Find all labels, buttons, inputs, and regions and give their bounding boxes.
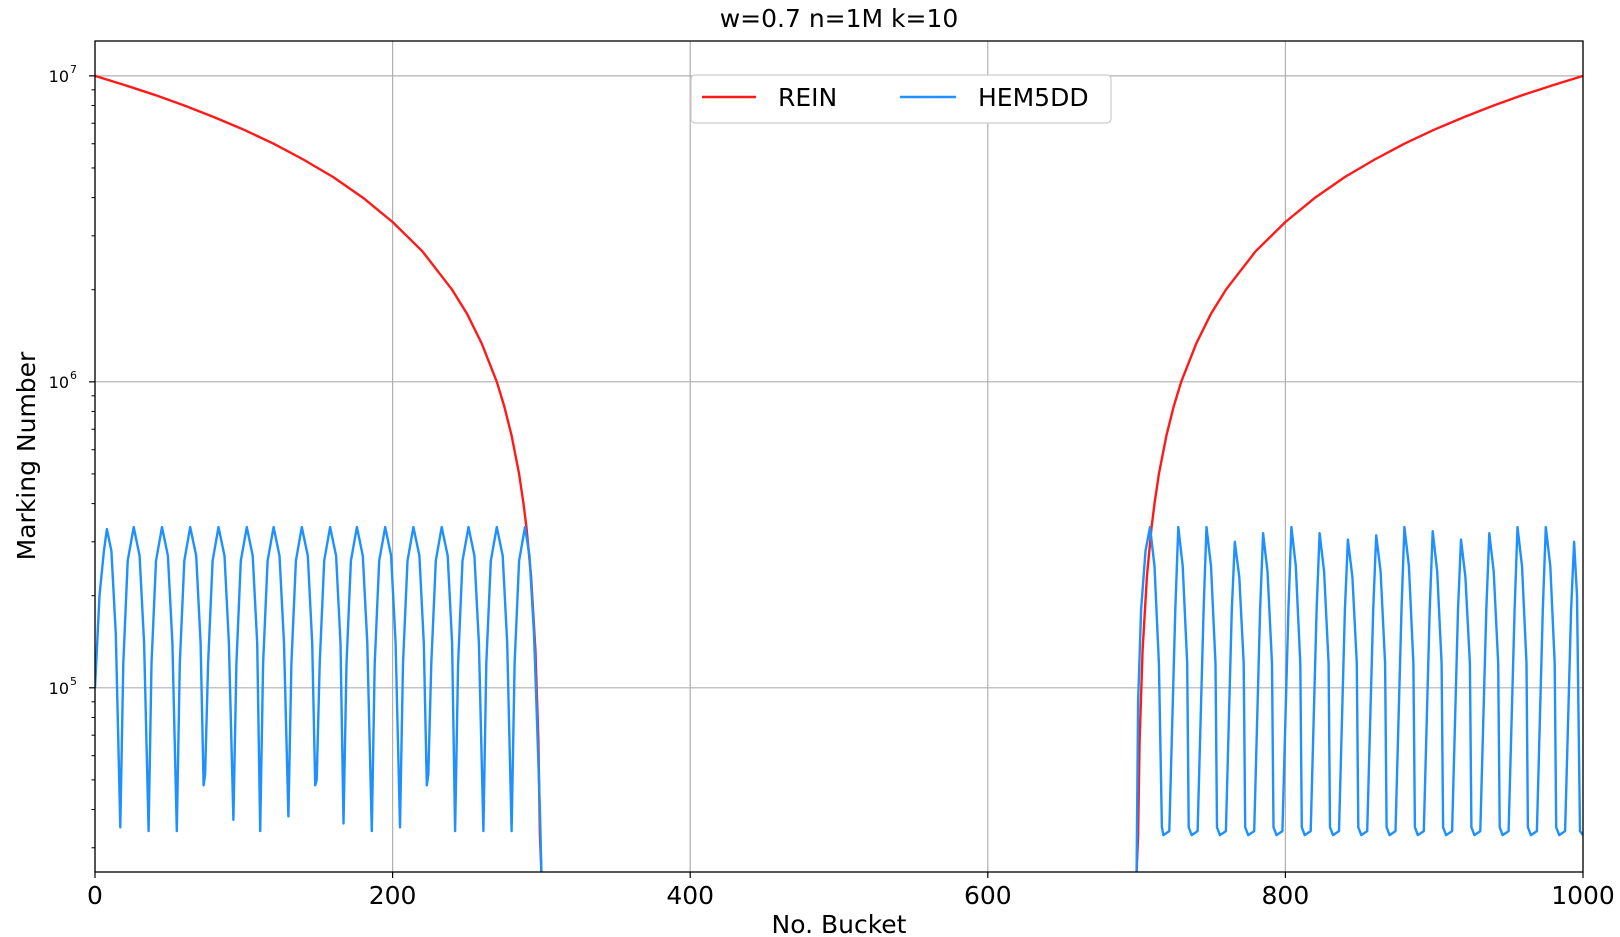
x-tick-label: 0 xyxy=(87,881,103,910)
x-tick-label: 600 xyxy=(964,881,1012,910)
series-layer xyxy=(95,74,1583,872)
y-tick-exponent: 5 xyxy=(70,675,77,688)
x-tick-label: 1000 xyxy=(1551,881,1615,910)
x-tick-label: 400 xyxy=(666,881,714,910)
x-tick-label: 200 xyxy=(369,881,417,910)
plot-frame xyxy=(94,40,1584,873)
legend-label-rein: REIN xyxy=(778,83,837,112)
y-axis-label: Marking Number xyxy=(12,351,41,560)
y-tick-label: 10 xyxy=(49,679,69,698)
y-tick-exponent: 6 xyxy=(70,369,77,382)
legend-label-hem5dd: HEM5DD xyxy=(978,83,1089,112)
y-tick-exponent: 7 xyxy=(70,63,77,76)
series-line-hem5dd xyxy=(95,525,543,872)
series-line-hem5dd xyxy=(1135,525,1583,872)
y-tick-label: 10 xyxy=(49,373,69,392)
legend-box xyxy=(690,74,1112,124)
series-line-rein xyxy=(1135,74,1583,872)
y-tick-label: 10 xyxy=(49,67,69,86)
x-tick-label: 800 xyxy=(1262,881,1310,910)
legend: REIN HEM5DD xyxy=(690,74,1112,124)
chart-title: w=0.7 n=1M k=10 xyxy=(720,4,959,33)
x-axis-label: No. Bucket xyxy=(772,910,907,937)
